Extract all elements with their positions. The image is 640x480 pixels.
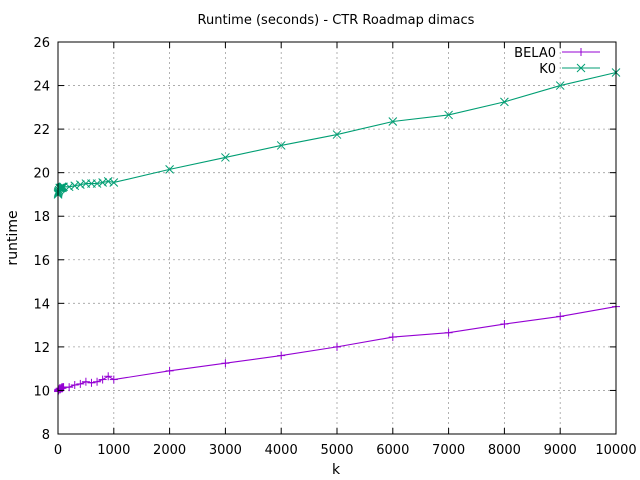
y-tick-label: 18 bbox=[33, 210, 50, 225]
data-point bbox=[333, 342, 341, 351]
data-point bbox=[165, 165, 174, 174]
legend-label: K0 bbox=[539, 62, 556, 77]
data-point bbox=[109, 178, 119, 187]
x-tick-label: 3000 bbox=[209, 443, 242, 458]
data-point bbox=[87, 378, 96, 387]
data-point bbox=[75, 180, 85, 189]
y-tick-label: 10 bbox=[33, 384, 50, 399]
data-point bbox=[109, 375, 118, 384]
legend-swatch-marker bbox=[577, 48, 585, 56]
y-tick-label: 20 bbox=[33, 167, 50, 182]
y-tick-label: 24 bbox=[33, 80, 50, 95]
data-point bbox=[76, 379, 85, 388]
x-tick-label: 4000 bbox=[265, 443, 298, 458]
axis-ticks: 0 1000 2000 3000 4000 5000 6000 7000 8000 9000 100… bbox=[33, 36, 636, 458]
x-axis-label: k bbox=[332, 462, 341, 478]
data-point bbox=[81, 377, 90, 386]
y-tick-label: 26 bbox=[33, 36, 50, 51]
y-tick-label: 22 bbox=[33, 123, 50, 138]
x-tick-label: 9000 bbox=[544, 443, 577, 458]
data-point bbox=[332, 130, 342, 139]
data-point bbox=[103, 177, 113, 186]
y-tick-label: 12 bbox=[33, 341, 50, 356]
data-point bbox=[221, 153, 230, 162]
data-point bbox=[388, 333, 397, 342]
series-k0 bbox=[53, 68, 621, 199]
series-bela0 bbox=[54, 302, 620, 396]
grid-lines bbox=[58, 42, 616, 434]
legend-item: K0 bbox=[539, 62, 600, 77]
data-point bbox=[277, 351, 286, 360]
legend-item: BELA0 bbox=[514, 46, 600, 61]
x-tick-label: 8000 bbox=[488, 443, 521, 458]
x-tick-label: 7000 bbox=[432, 443, 465, 458]
data-point bbox=[221, 359, 230, 368]
y-tick-label: 14 bbox=[33, 297, 50, 312]
x-tick-label: 5000 bbox=[320, 443, 353, 458]
data-point bbox=[70, 181, 80, 191]
data-point bbox=[556, 312, 565, 321]
y-tick-label: 8 bbox=[42, 428, 50, 443]
data-point bbox=[444, 328, 453, 337]
data-point bbox=[98, 178, 107, 187]
y-axis-label: runtime bbox=[5, 210, 21, 265]
y-tick-label: 16 bbox=[33, 254, 50, 269]
data-point bbox=[276, 141, 286, 150]
data-point bbox=[98, 375, 107, 384]
data-point bbox=[500, 320, 509, 329]
chart-title: Runtime (seconds) - CTR Roadmap dimacs bbox=[198, 13, 475, 28]
legend-swatch-marker bbox=[576, 63, 586, 73]
data-point bbox=[165, 366, 174, 375]
data-point bbox=[500, 97, 509, 107]
data-point bbox=[93, 377, 102, 386]
legend-label: BELA0 bbox=[514, 46, 556, 61]
x-tick-label: 6000 bbox=[376, 443, 409, 458]
data-point bbox=[555, 81, 565, 90]
data-point bbox=[104, 372, 113, 381]
data-point bbox=[64, 182, 74, 192]
x-tick-label: 1000 bbox=[97, 443, 130, 458]
data-point bbox=[444, 110, 453, 120]
data-point bbox=[70, 381, 79, 389]
data-point bbox=[92, 179, 102, 188]
data-point bbox=[65, 383, 74, 392]
x-tick-label: 10000 bbox=[595, 443, 636, 458]
x-tick-label: 2000 bbox=[153, 443, 186, 458]
x-tick-label: 0 bbox=[54, 443, 62, 458]
data-point bbox=[388, 117, 398, 126]
